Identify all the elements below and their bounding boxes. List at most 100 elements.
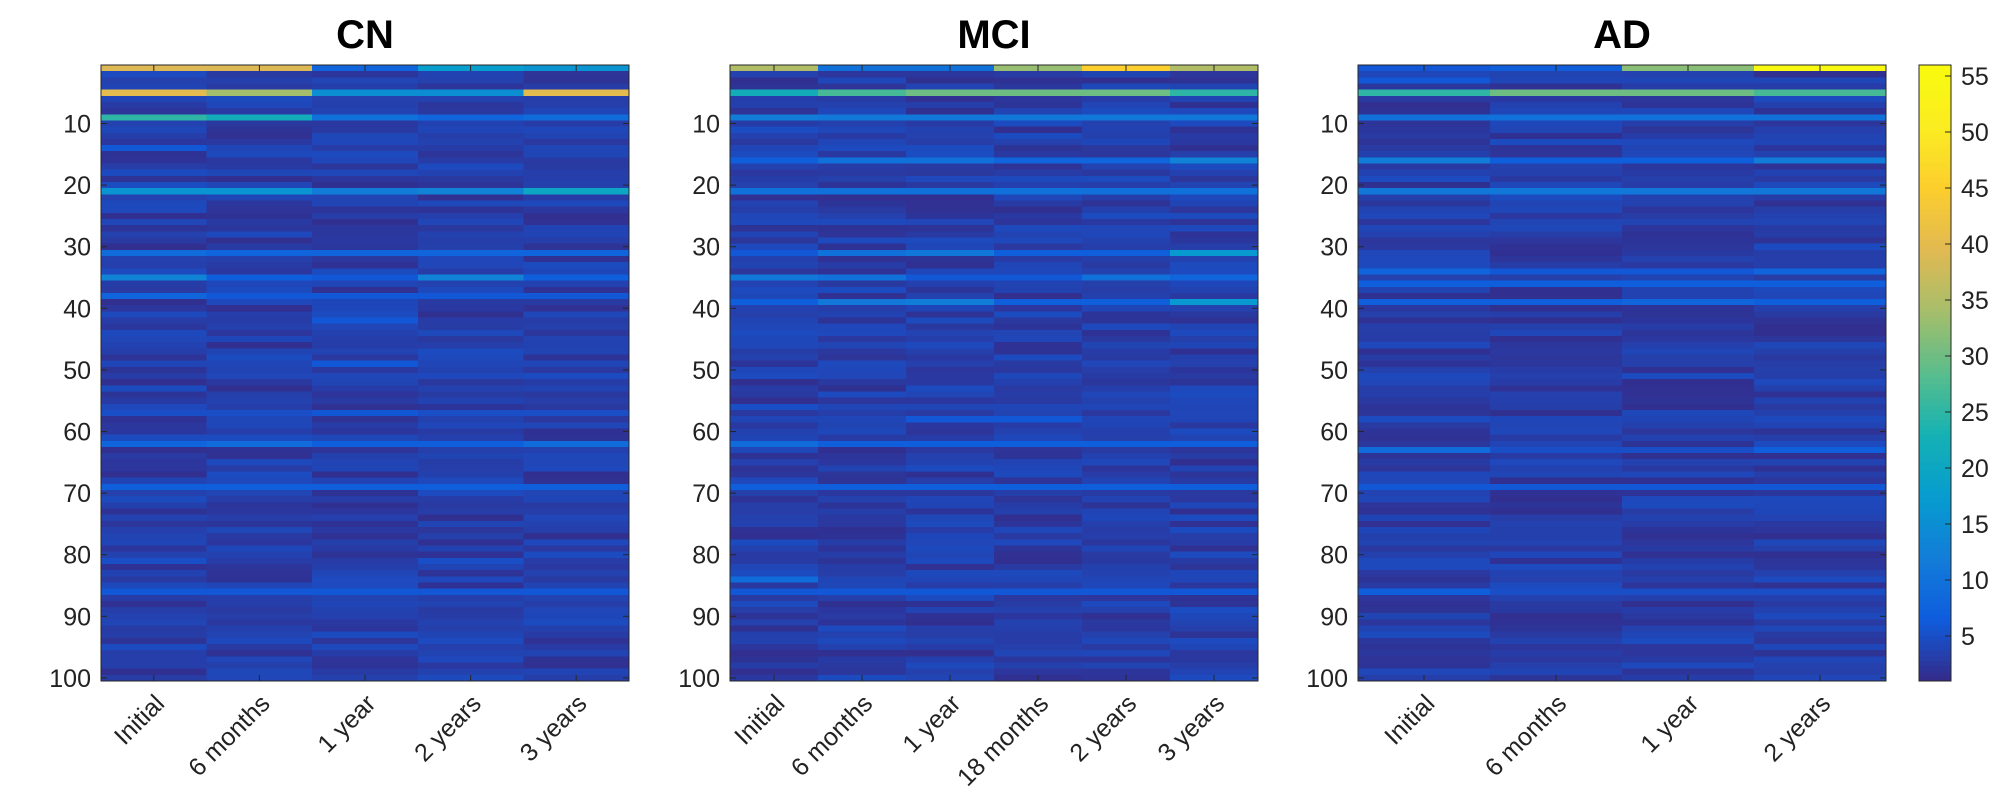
heatmap-cell [1082,138,1171,146]
colorbar-swatch [1919,152,1951,158]
heatmap-cell [523,465,630,473]
heatmap-cell [1622,237,1755,245]
heatmap-cell [101,132,208,140]
heatmap-cell [206,551,313,559]
heatmap-cell [906,428,995,436]
heatmap-cell [994,422,1083,430]
heatmap-cell [1754,145,1887,152]
heatmap-cell [1082,151,1171,158]
heatmap-cell [1082,163,1171,171]
heatmap-cell [312,502,419,510]
heatmap-cell [523,342,630,349]
y-tick-label: 50 [1320,357,1348,385]
heatmap-cell [312,416,419,423]
heatmap-cell [1754,120,1887,128]
heatmap-cell [1754,576,1887,584]
colorbar-swatch [1919,254,1951,261]
heatmap-cell [312,551,419,559]
plot-frame [729,64,1259,682]
heatmap-cell [312,668,419,676]
heatmap-cell [1622,520,1755,528]
heatmap-cell [1358,496,1491,503]
heatmap-cell [312,157,419,165]
heatmap-cell [417,631,524,639]
heatmap-cell [1490,292,1623,300]
heatmap-cell [1082,428,1171,436]
heatmap-cell [1082,126,1171,134]
heatmap-cell [417,619,524,627]
heatmap-cell [818,280,907,288]
heatmap-cell [1082,145,1171,152]
heatmap-cell [1754,416,1887,423]
heatmap-cell [312,490,419,497]
heatmap-cell [312,527,419,534]
heatmap-cell [312,619,419,627]
heatmap-cell [101,637,208,645]
heatmap-cell [101,619,208,627]
heatmap-cell [1358,262,1491,269]
heatmap-cell [101,206,208,214]
heatmap-cell [101,434,208,442]
heatmap-cell [1490,373,1623,380]
heatmap-cell [818,336,907,343]
heatmap-cell [101,323,208,331]
heatmap-cell [1082,557,1171,565]
heatmap-cell [1622,391,1755,399]
heatmap-cell [994,101,1083,109]
heatmap-cell [1170,255,1259,263]
heatmap-cell [1490,477,1623,485]
heatmap-cell [906,465,995,473]
heatmap-cell [1358,366,1491,374]
heatmap-cell [101,212,208,220]
heatmap-cell [1358,422,1491,430]
heatmap-cell [1082,379,1171,386]
heatmap-cell [101,422,208,430]
heatmap-cell [1170,108,1259,115]
heatmap-cell [1754,440,1887,448]
heatmap-cell [1358,465,1491,473]
heatmap-cell [1622,114,1755,122]
heatmap-cell [101,650,208,657]
heatmap-cell [206,471,313,479]
heatmap-cell [417,268,524,276]
heatmap-cell [312,274,419,282]
heatmap-cell [1754,348,1887,356]
y-tick-label: 10 [1320,111,1348,139]
heatmap-cell [1622,274,1755,282]
heatmap-cell [994,483,1083,491]
heatmap-cell [994,175,1083,183]
heatmap-cell [994,637,1083,645]
heatmap-cell [206,354,313,362]
y-tick-label: 90 [1320,603,1348,631]
heatmap-cell [818,631,907,639]
heatmap-cell [1358,613,1491,620]
heatmap-cell [1622,243,1755,251]
heatmap-cell [101,225,208,232]
colorbar-swatch [1919,80,1951,87]
heatmap-cell [730,348,819,356]
colorbar-swatch [1919,337,1951,343]
heatmap-cell [1358,77,1491,85]
heatmap-cell [1622,169,1755,177]
heatmap-cell [994,446,1083,454]
heatmap-cell [1358,662,1491,670]
colorbar-tick-label: 5 [1961,623,1975,651]
heatmap-cell [1082,453,1171,460]
heatmap-cell [906,453,995,460]
colorbar-swatch [1919,183,1951,189]
heatmap-cell [730,237,819,245]
heatmap-cell [1358,157,1491,165]
heatmap-cell [206,311,313,319]
colorbar-swatch [1919,557,1951,564]
heatmap-cell [1490,157,1623,165]
heatmap-cell [101,249,208,257]
x-tick-label: 1 year [312,689,381,758]
colorbar-swatch [1919,85,1951,92]
heatmap-cell [101,514,208,522]
heatmap-cell [730,397,819,405]
heatmap-cell [417,354,524,362]
heatmap-cell [1490,206,1623,214]
heatmap-cell [523,95,630,103]
heatmap-cell [206,520,313,528]
heatmap-cell [101,169,208,177]
